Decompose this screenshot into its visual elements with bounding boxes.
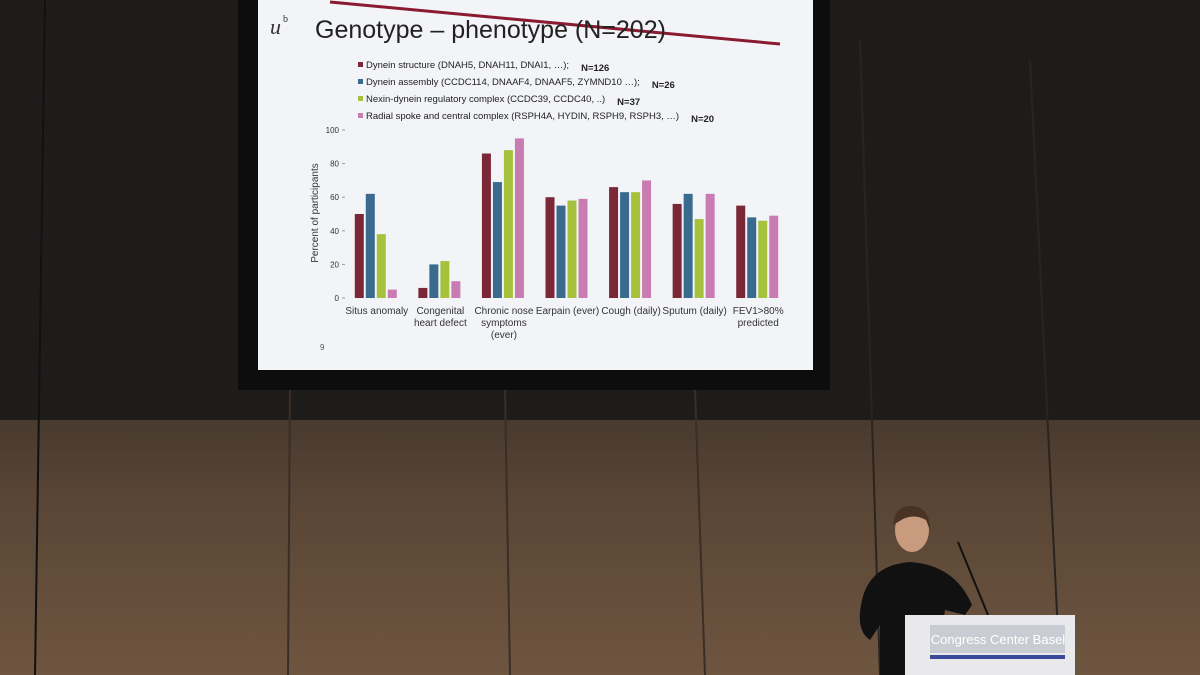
bar	[642, 180, 652, 298]
bar	[609, 187, 619, 298]
y-tick-label: 100	[326, 126, 340, 135]
wall-seam	[859, 39, 881, 675]
x-tick-label: Chronic nose symptoms (ever)	[474, 306, 534, 341]
speaker-hair	[893, 505, 930, 530]
logo: u	[270, 14, 281, 39]
bar	[376, 234, 386, 298]
y-tick-label: 60	[330, 193, 339, 202]
bar	[440, 261, 450, 298]
y-tick-label: 40	[330, 227, 339, 236]
legend-label: Radial spoke and central complex (RSPH4A…	[366, 111, 679, 122]
bar	[514, 138, 524, 298]
bar	[503, 150, 513, 298]
wall-seam	[694, 389, 706, 675]
x-tick-label: Congenital heart defect	[413, 306, 467, 329]
wall-seam	[34, 0, 46, 675]
bar	[429, 264, 439, 298]
x-tick-label: Sputum (daily)	[662, 306, 727, 317]
bar	[747, 217, 757, 298]
x-tick-label: Cough (daily)	[601, 306, 661, 317]
slide-accent	[329, 0, 781, 46]
x-tick-label: Situs anomaly	[345, 306, 409, 317]
y-axis-title: Percent of participants	[310, 163, 321, 263]
speaker-head	[895, 508, 929, 552]
bar	[556, 205, 566, 298]
wall-seam	[1029, 59, 1061, 675]
legend-swatch	[358, 79, 363, 84]
y-tick-label: 0	[335, 294, 340, 303]
bar	[672, 203, 682, 298]
bar	[683, 193, 693, 298]
bar	[451, 281, 461, 298]
legend-swatch	[358, 96, 363, 101]
bar	[481, 153, 491, 298]
microphone	[957, 541, 989, 616]
bar	[354, 214, 364, 298]
slide-number: 9	[320, 343, 325, 352]
x-tick-label: FEV1>80% predicted	[732, 306, 784, 329]
legend-n: N=126	[581, 63, 609, 74]
x-tick-label: Earpain (ever)	[535, 306, 600, 317]
y-tick-label: 20	[330, 260, 339, 269]
bar	[418, 287, 428, 298]
bar	[545, 197, 555, 298]
bar	[631, 192, 641, 298]
slide	[258, 0, 813, 370]
bar	[365, 193, 375, 298]
legend-label: Nexin-dynein regulatory complex (CCDC39,…	[366, 94, 605, 105]
bar	[620, 192, 630, 298]
chart-title: Genotype – phenotype (N=202)	[315, 16, 666, 44]
bar	[578, 198, 588, 298]
legend-n: N=37	[617, 97, 640, 108]
legend-n: N=20	[691, 114, 714, 125]
bar	[705, 193, 715, 298]
bar	[769, 215, 779, 298]
legend-label: Dynein structure (DNAH5, DNAH11, DNAI1, …	[366, 60, 569, 71]
wall-seam	[504, 389, 511, 675]
bar	[694, 219, 704, 298]
bar	[492, 182, 502, 298]
legend-label: Dynein assembly (CCDC114, DNAAF4, DNAAF5…	[366, 77, 640, 88]
podium-sign	[930, 625, 1065, 653]
bar	[567, 200, 577, 298]
bar	[758, 220, 768, 298]
bar	[736, 205, 746, 298]
legend-n: N=26	[652, 80, 675, 91]
podium-stripe	[930, 655, 1065, 659]
legend-swatch	[358, 62, 363, 67]
y-tick-label: 80	[330, 160, 339, 169]
wall-seam	[287, 384, 291, 675]
podium-text: Congress Center Basel	[931, 632, 1066, 647]
logo: b	[283, 14, 288, 25]
legend-swatch	[358, 113, 363, 118]
bar	[387, 289, 397, 298]
